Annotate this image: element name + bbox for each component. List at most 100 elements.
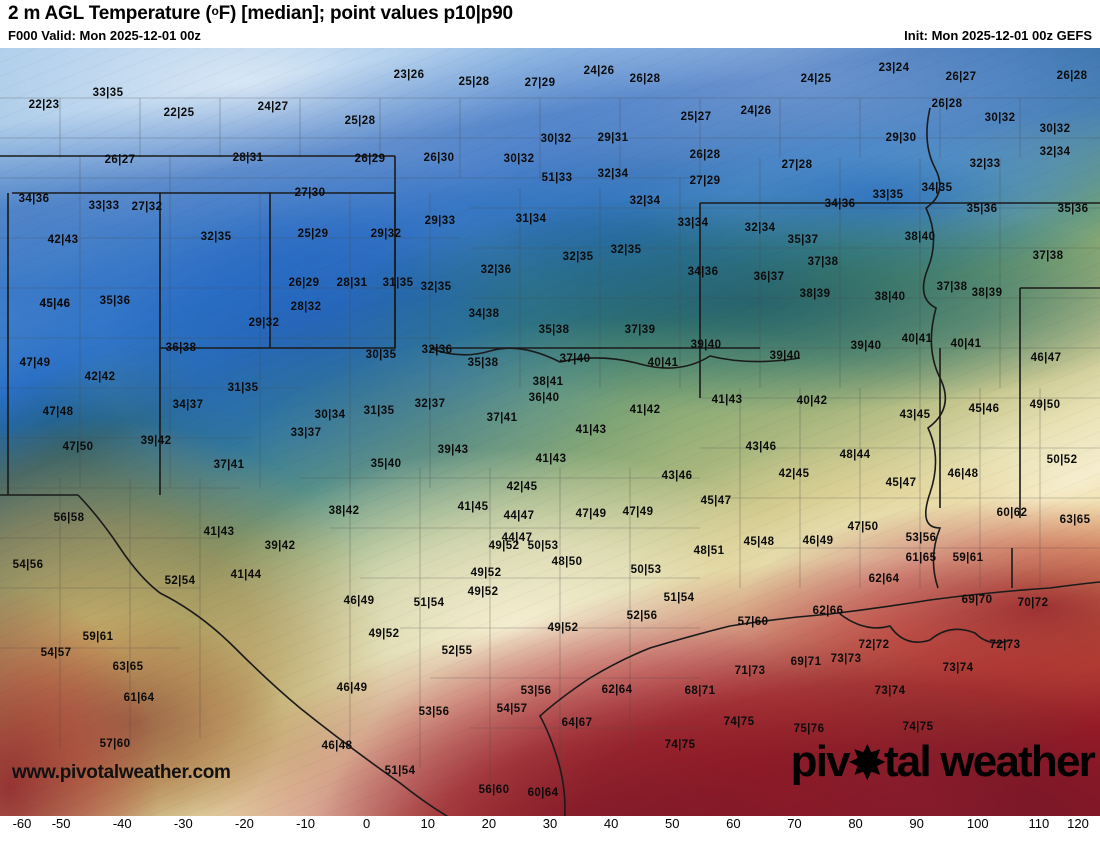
point-value-label: 26|28 [629, 73, 661, 85]
point-value-label: 54|56 [12, 559, 44, 571]
point-value-label: 33|34 [677, 217, 709, 229]
point-value-label: 45|47 [700, 495, 732, 507]
point-value-label: 51|54 [663, 592, 695, 604]
point-value-label: 35|40 [370, 458, 402, 470]
point-value-label: 37|38 [1032, 250, 1064, 262]
point-value-label: 72|73 [989, 639, 1021, 651]
point-value-label: 27|30 [294, 187, 326, 199]
point-value-label: 29|30 [885, 132, 917, 144]
point-value-label: 32|36 [421, 344, 453, 356]
point-value-label: 34|35 [921, 182, 953, 194]
point-value-label: 47|49 [622, 506, 654, 518]
colorbar-ticks: -60 -50 -40 -30 -20 -10 0 10 20 30 40 50 60 70 80 90 100… [0, 816, 1100, 833]
point-value-label: 51|54 [384, 765, 416, 777]
colorbar[interactable]: -60 -50 -40 -30 -20 -10 0 10 20 30 40 50 60 70 80 90 100… [0, 816, 1100, 850]
point-value-label: 36|37 [753, 271, 785, 283]
colorbar-tick-label: -40 [112, 816, 132, 831]
header: 2 m AGL Temperature (oF) [median]; point… [0, 0, 1100, 48]
point-value-label: 33|33 [88, 200, 120, 212]
colorbar-tick-label: 90 [909, 816, 924, 831]
point-value-label: 26|30 [423, 152, 455, 164]
point-value-label: 74|75 [902, 721, 934, 733]
init-time-label: Init: Mon 2025-12-01 00z GEFS [904, 28, 1092, 43]
point-value-label: 33|35 [872, 189, 904, 201]
point-value-label: 42|45 [506, 481, 538, 493]
point-value-label: 45|48 [743, 536, 775, 548]
point-value-label: 45|47 [885, 477, 917, 489]
colorbar-tick-label: 70 [787, 816, 802, 831]
point-value-label: 73|74 [874, 685, 906, 697]
point-value-label: 24|26 [583, 65, 615, 77]
field-sw-hot-edge [0, 48, 1100, 816]
point-value-label: 36|40 [528, 392, 560, 404]
point-value-label: 41|44 [230, 569, 262, 581]
point-value-label: 53|56 [905, 532, 937, 544]
degree-symbol: o [211, 4, 219, 18]
point-value-label: 36|38 [165, 342, 197, 354]
point-value-label: 61|64 [123, 692, 155, 704]
point-value-label: 38|42 [328, 505, 360, 517]
colorbar-tick-label: 50 [664, 816, 680, 831]
point-value-label: 57|60 [737, 616, 769, 628]
colorbar-tick-label: 20 [481, 816, 497, 831]
point-value-label: 41|43 [711, 394, 743, 406]
point-value-label: 59|61 [82, 631, 114, 643]
point-value-label: 43|45 [899, 409, 931, 421]
point-value-label: 24|25 [800, 73, 832, 85]
point-value-label: 29|33 [424, 215, 456, 227]
gear-icon: ✸ [848, 739, 886, 788]
point-value-label: 32|36 [480, 264, 512, 276]
point-value-label: 26|28 [1056, 70, 1088, 82]
point-value-label: 57|60 [99, 738, 131, 750]
point-value-label: 31|34 [515, 213, 547, 225]
point-value-label: 53|56 [520, 685, 552, 697]
point-value-label: 73|74 [942, 662, 974, 674]
point-value-label: 54|57 [496, 703, 528, 715]
point-value-label: 31|35 [227, 382, 259, 394]
point-value-label: 43|46 [745, 441, 777, 453]
point-value-label: 41|43 [575, 424, 607, 436]
point-value-label: 44|47 [503, 510, 535, 522]
point-value-label: 45|46 [968, 403, 1000, 415]
point-value-label: 32|37 [414, 398, 446, 410]
point-value-label: 31|35 [382, 277, 414, 289]
point-value-label: 50|53 [630, 564, 662, 576]
point-value-label: 26|28 [931, 98, 963, 110]
point-value-label: 32|35 [420, 281, 452, 293]
point-value-label: 25|28 [344, 115, 376, 127]
point-value-label: 46|48 [321, 740, 353, 752]
colorbar-tick-label: -10 [296, 816, 315, 831]
point-value-label: 41|42 [629, 404, 661, 416]
point-value-label: 23|24 [878, 62, 910, 74]
point-value-label: 46|47 [1030, 352, 1062, 364]
point-value-label: 63|65 [112, 661, 144, 673]
point-value-label: 34|36 [687, 266, 719, 278]
point-value-label: 38|41 [532, 376, 564, 388]
point-value-label: 32|35 [610, 244, 642, 256]
map-canvas[interactable]: 22|23 33|35 22|25 24|27 25|28 23|26 25|28 27|29… [0, 48, 1100, 817]
point-value-label: 49|50 [1029, 399, 1061, 411]
point-value-label: 56|58 [53, 512, 85, 524]
point-value-label: 22|23 [28, 99, 60, 111]
colorbar-tick-label: -20 [235, 816, 254, 831]
point-value-label: 47|49 [575, 508, 607, 520]
point-value-label: 29|32 [370, 228, 402, 240]
colorbar-tick-label: 10 [420, 816, 435, 831]
point-value-label: 74|75 [664, 739, 696, 751]
point-value-label: 39|42 [264, 540, 296, 552]
colorbar-tick-label: 120 [1067, 816, 1089, 831]
point-value-label: 46|49 [802, 535, 834, 547]
point-value-label: 75|76 [793, 723, 825, 735]
point-value-label: 24|27 [257, 101, 289, 113]
point-value-label: 30|34 [314, 409, 346, 421]
point-value-label: 68|71 [684, 685, 716, 697]
point-value-label: 39|43 [437, 444, 469, 456]
point-value-label: 42|45 [778, 468, 810, 480]
point-value-label: 34|37 [172, 399, 204, 411]
point-value-label: 30|32 [540, 133, 572, 145]
point-value-label: 52|54 [164, 575, 196, 587]
point-value-label: 38|40 [904, 231, 936, 243]
point-value-label: 61|65 [905, 552, 937, 564]
colorbar-tick-label: 80 [848, 816, 863, 831]
point-value-label: 62|64 [868, 573, 900, 585]
